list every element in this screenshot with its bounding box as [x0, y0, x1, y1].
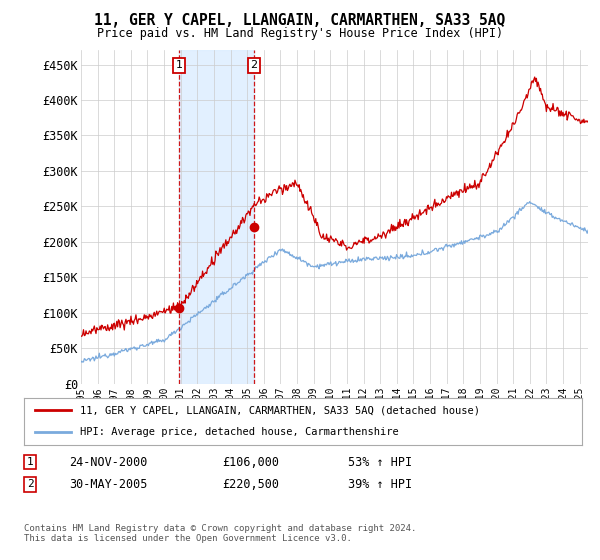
Text: 1: 1 — [26, 457, 34, 467]
Text: 11, GER Y CAPEL, LLANGAIN, CARMARTHEN, SA33 5AQ (detached house): 11, GER Y CAPEL, LLANGAIN, CARMARTHEN, S… — [80, 405, 480, 416]
Text: 39% ↑ HPI: 39% ↑ HPI — [348, 478, 412, 491]
Text: 24-NOV-2000: 24-NOV-2000 — [69, 455, 148, 469]
Text: Contains HM Land Registry data © Crown copyright and database right 2024.
This d: Contains HM Land Registry data © Crown c… — [24, 524, 416, 543]
Text: Price paid vs. HM Land Registry's House Price Index (HPI): Price paid vs. HM Land Registry's House … — [97, 27, 503, 40]
Text: 11, GER Y CAPEL, LLANGAIN, CARMARTHEN, SA33 5AQ: 11, GER Y CAPEL, LLANGAIN, CARMARTHEN, S… — [94, 13, 506, 29]
Text: 2: 2 — [250, 60, 257, 71]
Text: 30-MAY-2005: 30-MAY-2005 — [69, 478, 148, 491]
Text: 53% ↑ HPI: 53% ↑ HPI — [348, 455, 412, 469]
Text: £220,500: £220,500 — [222, 478, 279, 491]
Text: £106,000: £106,000 — [222, 455, 279, 469]
Bar — [179, 50, 254, 384]
Text: 2: 2 — [26, 479, 34, 489]
Text: HPI: Average price, detached house, Carmarthenshire: HPI: Average price, detached house, Carm… — [80, 427, 398, 437]
Text: 1: 1 — [176, 60, 182, 71]
